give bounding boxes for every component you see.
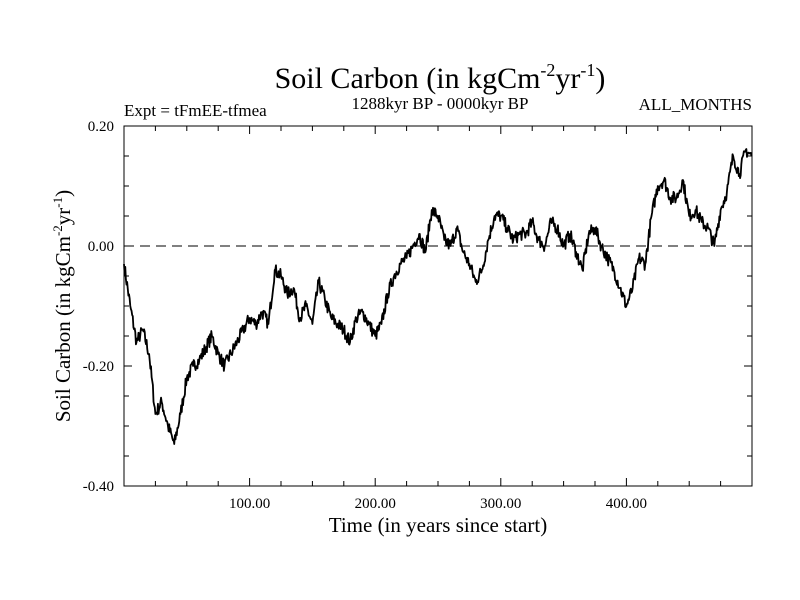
x-tick-labels: 100.00 200.00 300.00 400.00: [229, 496, 647, 512]
minor-ticks: [124, 126, 752, 486]
y-tick-label: -0.40: [83, 479, 114, 495]
x-tick-label: 300.00: [480, 496, 521, 512]
y-tick-label: 0.00: [88, 239, 114, 255]
y-tick-labels: 0.20 0.00 -0.20 -0.40: [83, 119, 114, 495]
x-axis-label: Time (in years since start): [329, 513, 548, 537]
y-tick-label: 0.20: [88, 119, 114, 135]
y-axis-label: Soil Carbon (in kgCm-2yr-1): [50, 190, 75, 422]
x-tick-label: 400.00: [606, 496, 647, 512]
months-label: ALL_MONTHS: [639, 95, 752, 114]
plot-frame: [123, 125, 753, 487]
x-tick-label: 100.00: [229, 496, 270, 512]
soil-carbon-series-line: [123, 148, 753, 445]
y-tick-label: -0.20: [83, 359, 114, 375]
experiment-label: Expt = tFmEE-tfmea: [124, 101, 267, 120]
x-tick-label: 200.00: [355, 496, 396, 512]
chart-title: Soil Carbon (in kgCm-2yr-1): [275, 60, 606, 95]
time-range-label: 1288kyr BP - 0000kyr BP: [352, 94, 529, 113]
